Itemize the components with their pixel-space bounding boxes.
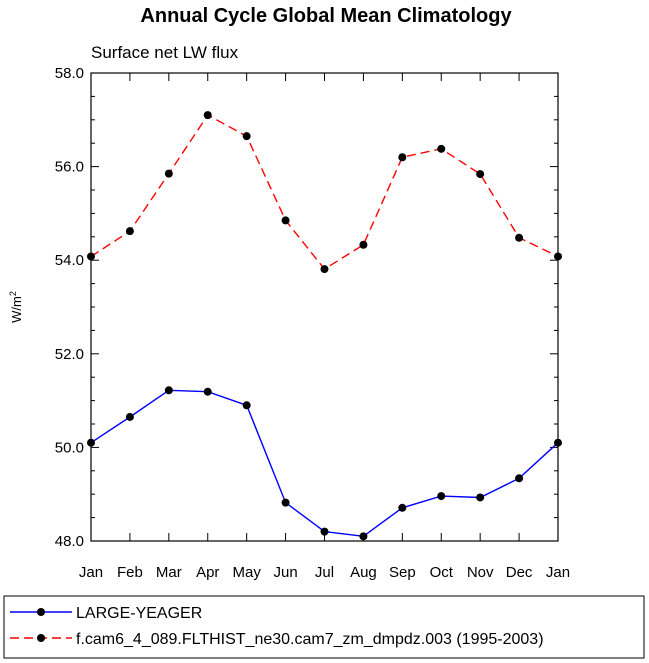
data-point-series-0	[398, 503, 407, 512]
data-point-series-1	[125, 227, 134, 236]
svg-text:W/m2: W/m2	[8, 291, 24, 323]
x-tick-labels: Jan Feb Mar Apr May Jun Jul Aug Sep Oct Nov Dec Jan	[79, 564, 570, 581]
data-point-series-1	[281, 216, 290, 225]
data-point-series-0	[203, 387, 212, 396]
series-line-0	[90, 389, 559, 538]
legend-marker-cam6	[37, 634, 45, 642]
data-point-series-1	[437, 144, 446, 153]
series-layer	[87, 111, 562, 541]
series-line-1	[90, 114, 559, 271]
x-tick-label: Jan	[79, 564, 103, 581]
y-tick-label: 56.0	[55, 159, 84, 176]
data-point-series-1	[359, 240, 368, 249]
y-tick-labels: 48.0 50.0 52.0 54.0 56.0 58.0	[55, 65, 84, 550]
data-point-series-1	[515, 233, 524, 242]
data-point-series-1	[164, 169, 173, 178]
x-tick-label: Jul	[315, 564, 334, 581]
x-tick-label: Aug	[350, 564, 377, 581]
y-tick-label: 50.0	[55, 439, 84, 456]
x-tick-label: Nov	[467, 564, 494, 581]
x-tick-label: Feb	[117, 564, 143, 581]
x-tick-label: Jan	[546, 564, 570, 581]
chart-title: Annual Cycle Global Mean Climatology	[140, 5, 512, 27]
y-axis-label: W/m2	[8, 291, 24, 323]
x-tick-label: Apr	[196, 564, 219, 581]
data-point-series-0	[437, 492, 446, 501]
data-point-series-0	[164, 386, 173, 395]
x-tick-label: Jun	[273, 564, 297, 581]
x-tick-label: Mar	[156, 564, 182, 581]
x-tick-label: Sep	[389, 564, 416, 581]
y-tick-label: 58.0	[55, 65, 84, 82]
data-point-series-0	[125, 412, 134, 421]
axis-ticks	[90, 72, 559, 542]
data-point-series-0	[281, 498, 290, 507]
data-point-series-0	[359, 532, 368, 541]
data-point-series-1	[242, 132, 251, 141]
data-point-series-0	[242, 401, 251, 410]
legend-box	[3, 595, 645, 659]
legend-marker-large-yeager	[37, 608, 45, 616]
data-point-series-0	[515, 474, 524, 483]
y-tick-label: 54.0	[55, 252, 84, 269]
legend-label-large-yeager: LARGE-YEAGER	[76, 605, 202, 622]
legend: LARGE-YEAGER f.cam6_4_089.FLTHIST_ne30.c…	[3, 595, 645, 659]
y-tick-label: 48.0	[55, 533, 84, 550]
x-tick-label: Dec	[506, 564, 533, 581]
data-point-series-1	[398, 153, 407, 162]
x-tick-label: May	[232, 564, 261, 581]
data-point-series-0	[476, 493, 485, 502]
data-point-series-1	[476, 170, 485, 179]
data-point-series-1	[203, 111, 212, 120]
x-tick-label: Oct	[430, 564, 454, 581]
legend-label-cam6: f.cam6_4_089.FLTHIST_ne30.cam7_zm_dmpdz.…	[76, 631, 544, 648]
data-point-series-0	[320, 527, 329, 536]
chart-subtitle: Surface net LW flux	[91, 43, 239, 62]
y-tick-label: 52.0	[55, 346, 84, 363]
plot-frame	[90, 72, 559, 542]
data-point-series-1	[320, 265, 329, 274]
